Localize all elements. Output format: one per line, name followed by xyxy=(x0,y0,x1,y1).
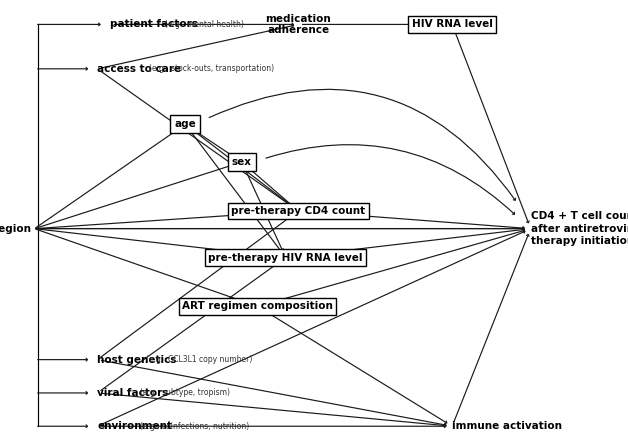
Text: host genetics: host genetics xyxy=(97,355,177,365)
Text: pre-therapy HIV RNA level: pre-therapy HIV RNA level xyxy=(208,253,363,262)
Text: age: age xyxy=(175,119,196,129)
Text: medication
adherence: medication adherence xyxy=(266,14,331,35)
Text: pre-therapy CD4 count: pre-therapy CD4 count xyxy=(231,206,365,216)
Text: access to care: access to care xyxy=(97,64,181,74)
Text: environment: environment xyxy=(97,421,172,431)
Text: patient factors: patient factors xyxy=(110,20,198,29)
Text: ART regimen composition: ART regimen composition xyxy=(182,301,333,311)
Text: (e.g.  subtype, tropism): (e.g. subtype, tropism) xyxy=(140,388,230,397)
Text: region: region xyxy=(0,224,31,234)
Text: CD4 + T cell count
after antiretroviral
therapy initiation: CD4 + T cell count after antiretroviral … xyxy=(531,211,628,246)
Text: (e.g.  mental health): (e.g. mental health) xyxy=(165,20,244,29)
Text: immune activation: immune activation xyxy=(452,421,562,431)
Text: sex: sex xyxy=(232,157,252,167)
Text: HIV RNA level: HIV RNA level xyxy=(412,20,492,29)
Text: viral factors: viral factors xyxy=(97,388,169,398)
Text: (e.g.  coinfections, nutrition): (e.g. coinfections, nutrition) xyxy=(140,422,249,431)
Text: (e.g.  stock-outs, transportation): (e.g. stock-outs, transportation) xyxy=(149,64,274,73)
Text: (e.g.  CCL3L1 copy number): (e.g. CCL3L1 copy number) xyxy=(146,355,252,364)
